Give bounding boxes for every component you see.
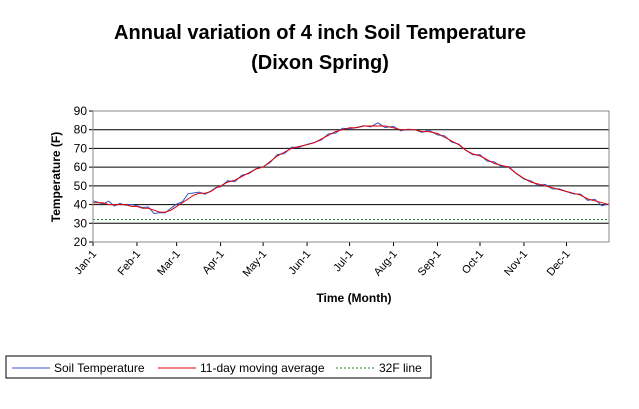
x-tick-label: Apr-1 <box>200 248 226 276</box>
legend: Soil Temperature 11-day moving average 3… <box>5 355 432 379</box>
y-tick-label: 50 <box>74 179 88 193</box>
legend-label-32f: 32F line <box>379 361 422 375</box>
y-axis-title: Temperature (F) <box>49 132 63 222</box>
x-tick-label: Aug-1 <box>372 248 400 278</box>
legend-label-soil: Soil Temperature <box>54 361 145 375</box>
x-tick-labels: Jan-1 Feb-1 Mar-1 Apr-1 May-1 Jun-1 Jul-1 Aug-1… <box>72 241 609 279</box>
y-tick-label: 90 <box>74 104 88 118</box>
x-axis-title: Time (Month) <box>316 291 391 305</box>
x-tick-label: Feb-1 <box>116 248 144 278</box>
x-tick-label: Nov-1 <box>502 248 530 278</box>
y-tick-label: 20 <box>74 235 88 249</box>
x-tick-label: Jul-1 <box>331 248 356 274</box>
x-tick-label: Jun-1 <box>286 248 313 277</box>
y-tick-label: 40 <box>74 198 88 212</box>
legend-label-average: 11-day moving average <box>200 361 325 375</box>
series-soil-temperature <box>92 122 610 215</box>
y-tick-label: 30 <box>74 216 88 230</box>
series-moving-average <box>93 125 610 213</box>
y-tick-labels: 20 30 40 50 60 70 80 90 <box>74 104 93 249</box>
x-tick-label: Dec-1 <box>545 248 573 278</box>
chart-title-line1: Annual variation of 4 inch Soil Temperat… <box>114 22 526 44</box>
x-tick-label: May-1 <box>241 248 270 279</box>
chart-title-line2: (Dixon Spring) <box>251 52 389 74</box>
x-tick-label: Jan-1 <box>72 248 99 277</box>
x-tick-label: Oct-1 <box>460 248 486 276</box>
x-tick-label: Sep-1 <box>416 248 444 278</box>
series-lines <box>92 122 610 220</box>
legend-box <box>5 355 432 379</box>
y-tick-label: 60 <box>74 160 88 174</box>
plot-area-frame <box>92 110 610 243</box>
y-tick-label: 70 <box>74 141 88 155</box>
y-tick-label: 80 <box>74 123 88 137</box>
x-tick-label: Mar-1 <box>155 248 183 278</box>
